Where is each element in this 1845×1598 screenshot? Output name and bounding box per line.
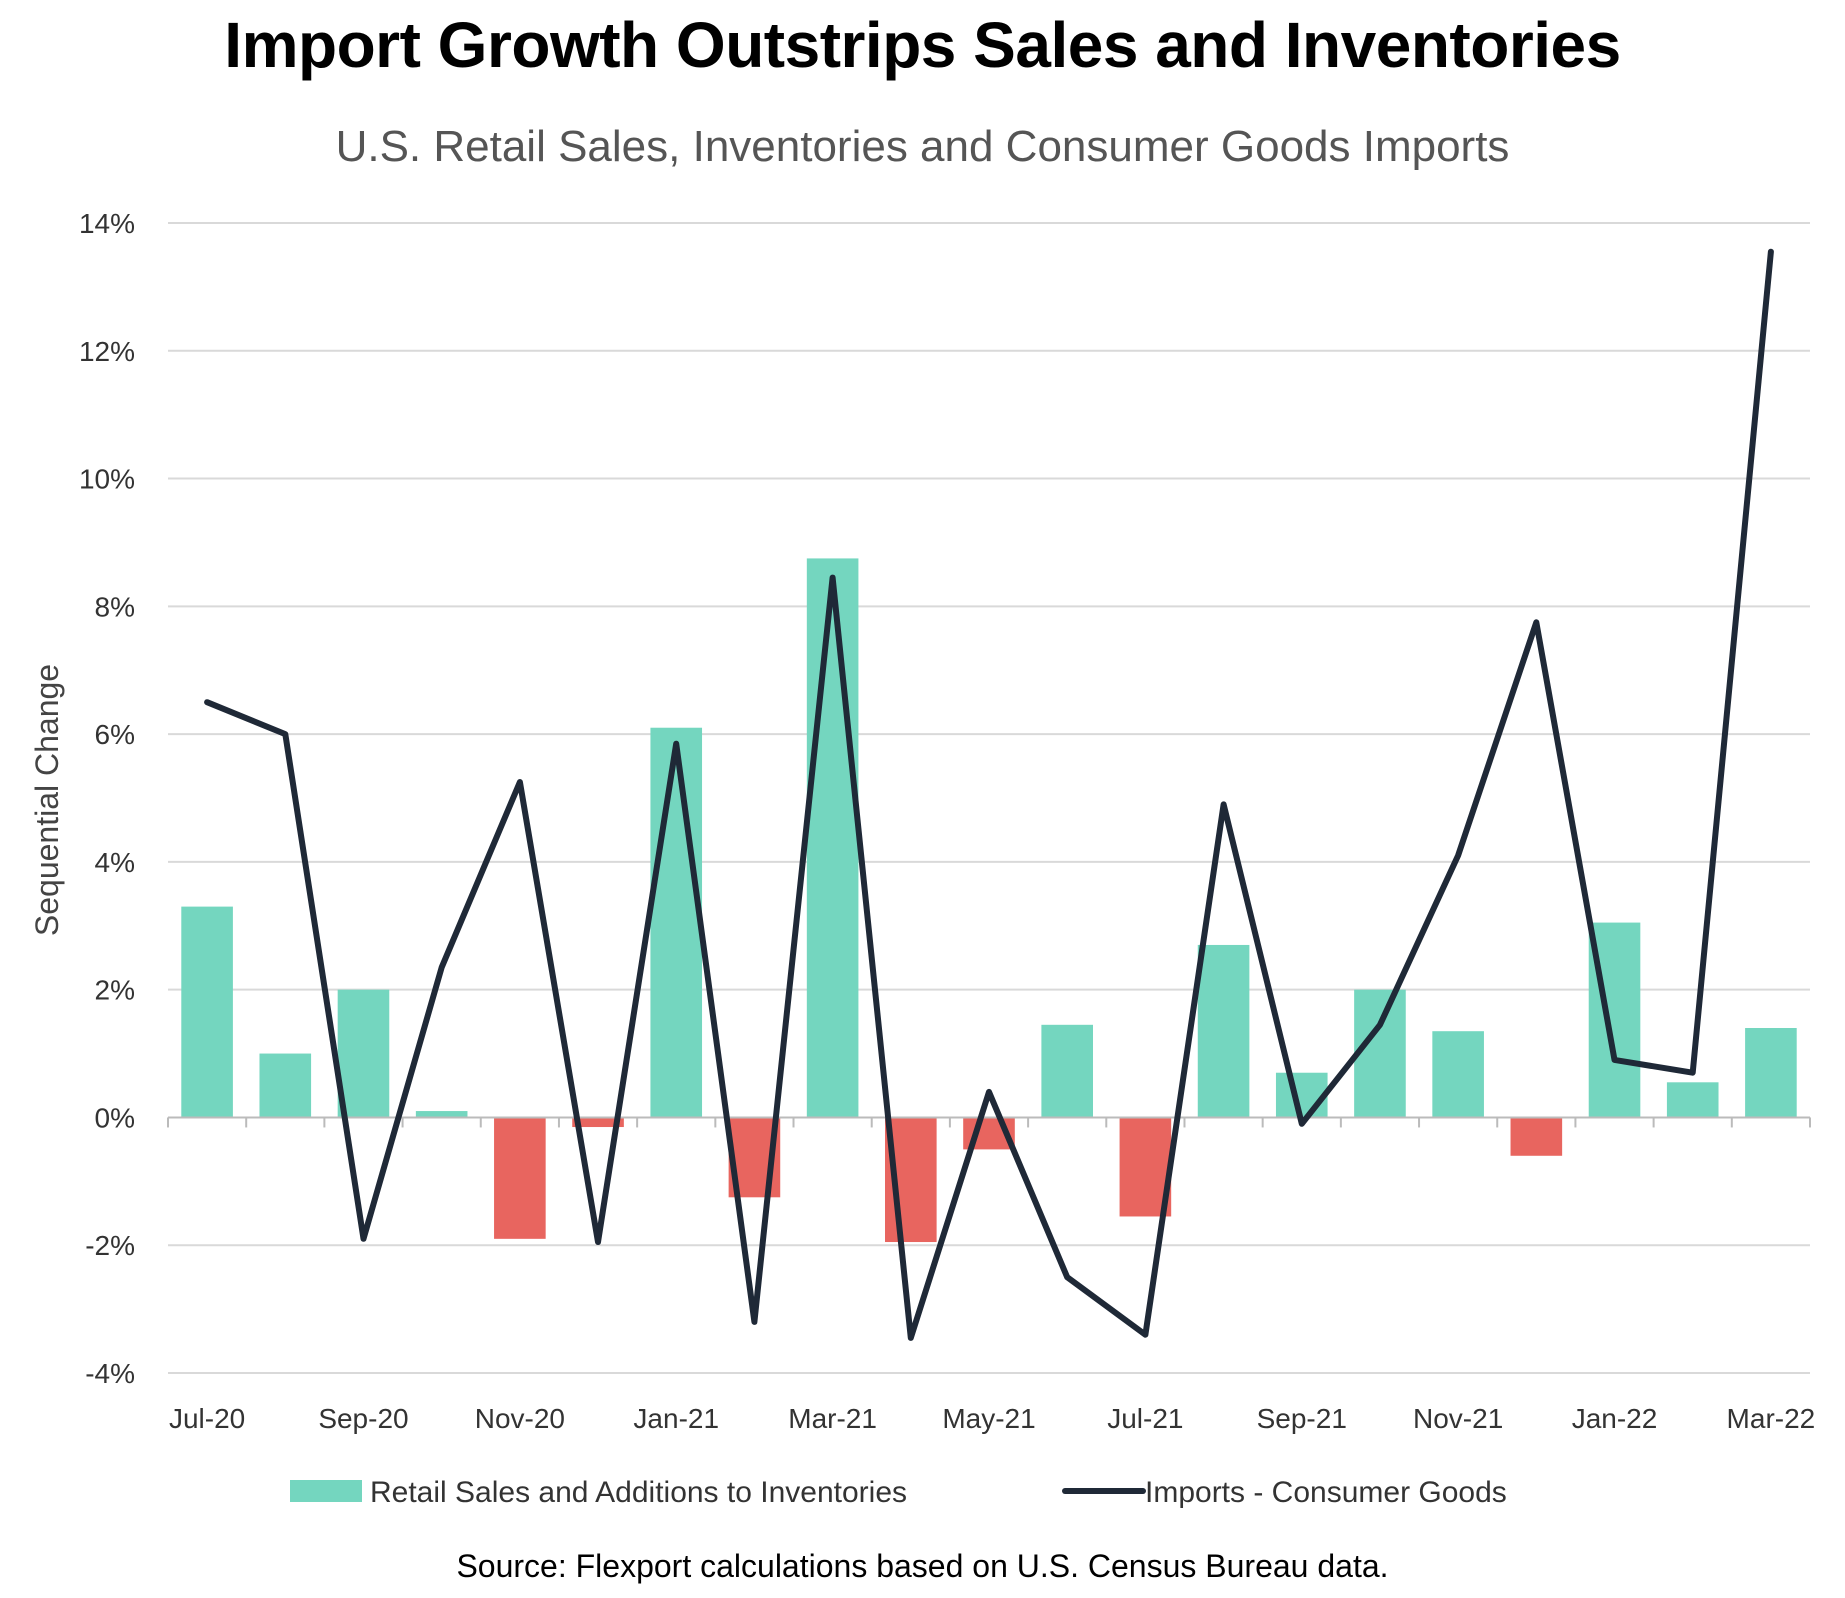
- legend-bar-swatch: [290, 1480, 362, 1502]
- bar-Nov-21: [1432, 1031, 1484, 1118]
- x-tick-label: Mar-22: [1727, 1403, 1816, 1434]
- x-tick-label: Jul-21: [1107, 1403, 1183, 1434]
- y-tick-label: 0%: [95, 1102, 135, 1133]
- bar-Oct-21: [1354, 989, 1406, 1118]
- y-tick-label: -4%: [85, 1358, 135, 1389]
- chart-plot: 14% 12% 10% 8% 6% 4% 2% 0% -2% -4% Jul-20 Sep-20 No…: [29, 208, 1815, 1509]
- legend-label-imports: Imports - Consumer Goods: [1145, 1476, 1507, 1509]
- chart-subtitle: U.S. Retail Sales, Inventories and Consu…: [335, 122, 1510, 171]
- x-axis: [167, 1116, 1811, 1128]
- bar-Jan-21: [650, 727, 703, 1118]
- bar-Sep-20: [337, 989, 390, 1118]
- x-tick-label: Jan-21: [633, 1403, 719, 1434]
- y-tick-label: 14%: [79, 208, 135, 239]
- bar-series: [181, 558, 1797, 1243]
- bar-Nov-20: [494, 1117, 546, 1239]
- x-tick-label: Mar-21: [788, 1403, 877, 1434]
- x-tick-label: Nov-20: [475, 1403, 565, 1434]
- bar-Dec-20: [572, 1117, 624, 1128]
- legend-label-retail: Retail Sales and Additions to Inventorie…: [370, 1476, 907, 1509]
- x-tick-label: Sep-20: [318, 1403, 408, 1434]
- bar-Mar-21: [806, 558, 859, 1118]
- bar-Aug-21: [1197, 944, 1250, 1118]
- x-tick-label: Sep-21: [1257, 1403, 1347, 1434]
- chart-title: Import Growth Outstrips Sales and Invent…: [224, 9, 1621, 81]
- bar-Aug-20: [259, 1053, 312, 1118]
- imports-line: [204, 248, 1774, 1341]
- x-tick-label: Jan-22: [1572, 1403, 1658, 1434]
- gridlines: [168, 222, 1810, 1374]
- line-series: [204, 248, 1774, 1341]
- legend: Retail Sales and Additions to Inventorie…: [290, 1476, 1507, 1509]
- y-axis-ticks: 14% 12% 10% 8% 6% 4% 2% 0% -2% -4%: [79, 208, 135, 1389]
- bar-Sep-21: [1275, 1072, 1328, 1118]
- bar-Jul-20: [181, 906, 233, 1118]
- y-axis-label: Sequential Change: [29, 664, 65, 936]
- source-note: Source: Flexport calculations based on U…: [456, 1548, 1389, 1584]
- x-tick-label: Jul-20: [169, 1403, 245, 1434]
- x-axis-ticks: Jul-20 Sep-20 Nov-20 Jan-21 Mar-21 May-21 Jul-…: [169, 1403, 1815, 1434]
- bar-Feb-22: [1666, 1082, 1719, 1118]
- y-tick-label: 6%: [95, 719, 135, 750]
- y-tick-label: 10%: [79, 464, 135, 495]
- y-tick-label: 4%: [95, 847, 135, 878]
- y-tick-label: 12%: [79, 336, 135, 367]
- x-tick-label: Nov-21: [1413, 1403, 1503, 1434]
- y-tick-label: 8%: [95, 591, 135, 622]
- x-tick-label: May-21: [942, 1403, 1035, 1434]
- y-tick-label: 2%: [95, 975, 135, 1006]
- bar-Mar-22: [1745, 1028, 1797, 1118]
- bar-Dec-21: [1510, 1117, 1563, 1156]
- y-tick-label: -2%: [85, 1230, 135, 1261]
- bar-Oct-20: [415, 1111, 468, 1118]
- bar-Jun-21: [1041, 1024, 1093, 1118]
